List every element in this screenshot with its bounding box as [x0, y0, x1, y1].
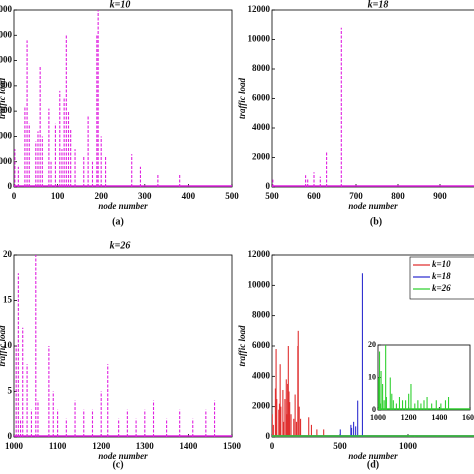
x-tick-label: 1000: [399, 441, 418, 451]
x-tick-label: 0: [12, 191, 17, 201]
y-tick-label: 4000: [252, 122, 271, 132]
panel-title: k=18: [368, 0, 389, 10]
legend-label: k=26: [432, 283, 451, 293]
y-tick-label: 0: [266, 431, 271, 441]
panel-title: k=26: [110, 240, 131, 251]
y-axis-label: traffic load: [237, 325, 247, 367]
y-tick-label: 2000: [252, 401, 271, 411]
x-tick-label: 1300: [136, 441, 155, 451]
y-tick-label: 7000: [0, 4, 13, 14]
data: [14, 10, 232, 187]
y-tick-label: 2000: [252, 152, 271, 162]
x-tick-label: 700: [349, 191, 363, 201]
y-tick-label: 0: [8, 181, 13, 191]
y-tick-label: 8000: [252, 63, 271, 73]
legend-label: k=10: [432, 259, 451, 269]
panel: 500 600 700 800 900 0 2000 4000 6000 8000 10000 120…: [237, 0, 474, 227]
y-tick-label: 0: [8, 431, 13, 441]
x-tick-label: 500: [225, 191, 239, 201]
y-tick-label: 1000: [0, 156, 13, 166]
x-axis-label: node number: [98, 201, 148, 211]
y-tick-label: 12000: [248, 4, 271, 14]
caption: (a): [112, 216, 124, 227]
x-tick-label: 1100: [49, 441, 67, 451]
y-tick-label: 10: [368, 372, 376, 381]
y-tick-label: 0: [266, 181, 271, 191]
x-tick-label: 1500: [223, 441, 242, 451]
caption: (c): [112, 459, 123, 470]
plot-area: [13, 254, 233, 438]
y-tick-label: 6000: [252, 93, 271, 103]
y-tick-label: 10000: [248, 279, 271, 289]
y-tick-label: 4000: [0, 80, 13, 90]
data: [272, 273, 474, 437]
x-tick-label: 500: [333, 441, 347, 451]
legend-box: [409, 256, 474, 300]
x-tick-label: 1400: [431, 413, 447, 422]
y-tick-label: 15: [3, 295, 13, 305]
y-axis-label: traffic load: [0, 77, 7, 119]
x-axis-label: node number: [98, 451, 148, 461]
x-tick-label: 100: [51, 191, 65, 201]
y-tick-label: 10: [3, 340, 13, 350]
panel: 1000 1100 1200 1300 1400 1500 0 5 10 15 20 k=26 node…: [0, 240, 242, 470]
panel-title: k=10: [110, 0, 131, 10]
x-tick-label: 800: [391, 191, 405, 201]
x-tick-label: 0: [270, 441, 275, 451]
y-axis-label: traffic load: [237, 77, 247, 119]
y-tick-label: 5: [8, 386, 13, 396]
caption: (b): [370, 216, 382, 227]
x-tick-label: 900: [433, 191, 447, 201]
y-tick-label: 6000: [252, 340, 271, 350]
y-tick-label: 20: [3, 249, 13, 259]
x-tick-label: 1000: [370, 413, 386, 422]
y-tick-label: 8000: [252, 310, 271, 320]
data: [272, 27, 474, 187]
plot-area: [377, 344, 471, 411]
y-tick-label: 12000: [248, 249, 271, 259]
y-tick-label: 3000: [0, 105, 13, 115]
y-tick-label: 4000: [252, 370, 271, 380]
caption: (d): [367, 459, 379, 470]
x-tick-label: 1200: [92, 441, 111, 451]
x-tick-label: 200: [94, 191, 108, 201]
panel: 0100200300400500010002000300040005000600…: [0, 0, 239, 227]
x-tick-label: 300: [138, 191, 152, 201]
plot-area: [13, 9, 233, 188]
data: [14, 255, 232, 437]
x-tick-label: 500: [265, 191, 279, 201]
x-axis-label: node number: [348, 451, 398, 461]
y-axis-label: traffic load: [0, 325, 7, 367]
x-tick-label: 1400: [179, 441, 198, 451]
y-tick-label: 20: [368, 340, 376, 349]
x-tick-label: 1200: [401, 413, 417, 422]
data: [378, 345, 470, 410]
x-axis-label: node number: [348, 201, 398, 211]
plot-area: [271, 9, 474, 188]
x-tick-label: 400: [182, 191, 196, 201]
y-tick-label: 6000: [0, 29, 13, 39]
x-tick-label: 600: [307, 191, 321, 201]
x-tick-label: 1000: [5, 441, 24, 451]
legend-label: k=18: [432, 271, 451, 281]
y-tick-label: 10000: [248, 34, 271, 44]
y-tick-label: 2000: [0, 130, 13, 140]
y-tick-label: 0: [372, 405, 376, 414]
